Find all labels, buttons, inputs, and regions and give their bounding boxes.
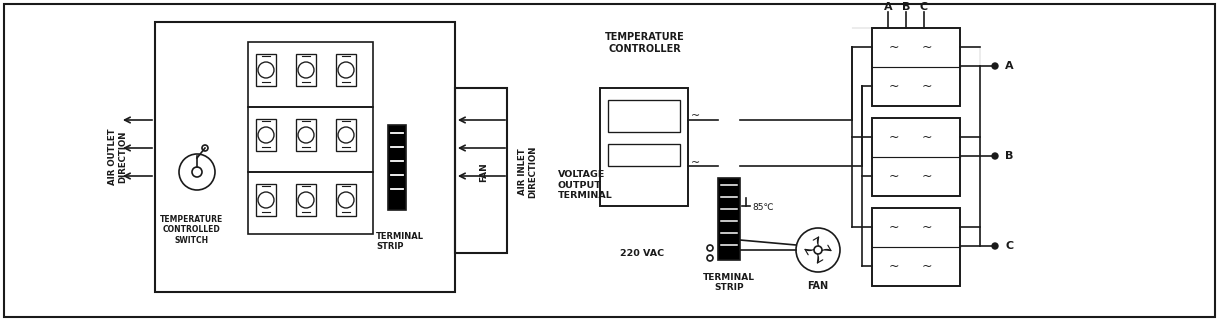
Bar bbox=[256, 184, 276, 216]
Text: 220 VAC: 220 VAC bbox=[620, 249, 664, 257]
Text: ~: ~ bbox=[691, 158, 701, 168]
Bar bbox=[718, 178, 740, 260]
Bar bbox=[296, 54, 316, 86]
Text: B: B bbox=[901, 2, 910, 12]
Bar bbox=[256, 54, 276, 86]
Bar bbox=[608, 144, 680, 166]
Bar bbox=[296, 119, 316, 151]
Circle shape bbox=[992, 153, 998, 159]
Text: FAN: FAN bbox=[807, 281, 828, 291]
Bar bbox=[336, 184, 356, 216]
Bar bbox=[872, 28, 960, 106]
Circle shape bbox=[992, 63, 998, 69]
Text: ~: ~ bbox=[922, 131, 932, 144]
Text: TEMPERATURE
CONTROLLED
SWITCH: TEMPERATURE CONTROLLED SWITCH bbox=[160, 215, 224, 245]
Text: ~: ~ bbox=[922, 41, 932, 54]
Text: ~: ~ bbox=[889, 259, 899, 272]
Text: ~: ~ bbox=[889, 220, 899, 233]
Text: 85℃: 85℃ bbox=[752, 203, 774, 213]
Text: C: C bbox=[920, 2, 928, 12]
Bar bbox=[248, 172, 373, 234]
Text: ~: ~ bbox=[889, 80, 899, 93]
Bar bbox=[872, 118, 960, 196]
Text: ~: ~ bbox=[922, 259, 932, 272]
Text: B: B bbox=[1005, 151, 1014, 161]
Bar bbox=[872, 208, 960, 286]
Bar bbox=[248, 42, 373, 107]
Bar bbox=[248, 107, 373, 172]
Bar bbox=[455, 88, 508, 253]
Text: AIR INLET
DIRECTION: AIR INLET DIRECTION bbox=[519, 146, 538, 198]
Bar bbox=[336, 119, 356, 151]
Text: A: A bbox=[884, 2, 893, 12]
Text: VOLTAGE
OUTPUT
TERMINAL: VOLTAGE OUTPUT TERMINAL bbox=[558, 170, 613, 200]
Text: AIR OUTLET
DIRECTION: AIR OUTLET DIRECTION bbox=[109, 129, 127, 185]
Text: ~: ~ bbox=[922, 220, 932, 233]
Bar bbox=[256, 119, 276, 151]
Bar bbox=[600, 88, 689, 206]
Bar bbox=[296, 184, 316, 216]
Text: TERMINAL
STRIP: TERMINAL STRIP bbox=[703, 273, 755, 292]
Bar bbox=[388, 125, 406, 210]
Circle shape bbox=[992, 243, 998, 249]
Text: FAN: FAN bbox=[479, 162, 488, 182]
Bar bbox=[336, 54, 356, 86]
Text: ~: ~ bbox=[922, 80, 932, 93]
Bar bbox=[608, 100, 680, 132]
Text: ~: ~ bbox=[889, 170, 899, 183]
Text: TEMPERATURE
CONTROLLER: TEMPERATURE CONTROLLER bbox=[605, 32, 685, 54]
Bar bbox=[155, 22, 455, 292]
Text: ~: ~ bbox=[691, 111, 701, 121]
Text: ~: ~ bbox=[922, 170, 932, 183]
Text: ~: ~ bbox=[889, 131, 899, 144]
Text: A: A bbox=[1005, 61, 1014, 71]
Text: ~: ~ bbox=[889, 41, 899, 54]
Text: C: C bbox=[1005, 241, 1013, 251]
Text: TERMINAL
STRIP: TERMINAL STRIP bbox=[375, 232, 424, 252]
